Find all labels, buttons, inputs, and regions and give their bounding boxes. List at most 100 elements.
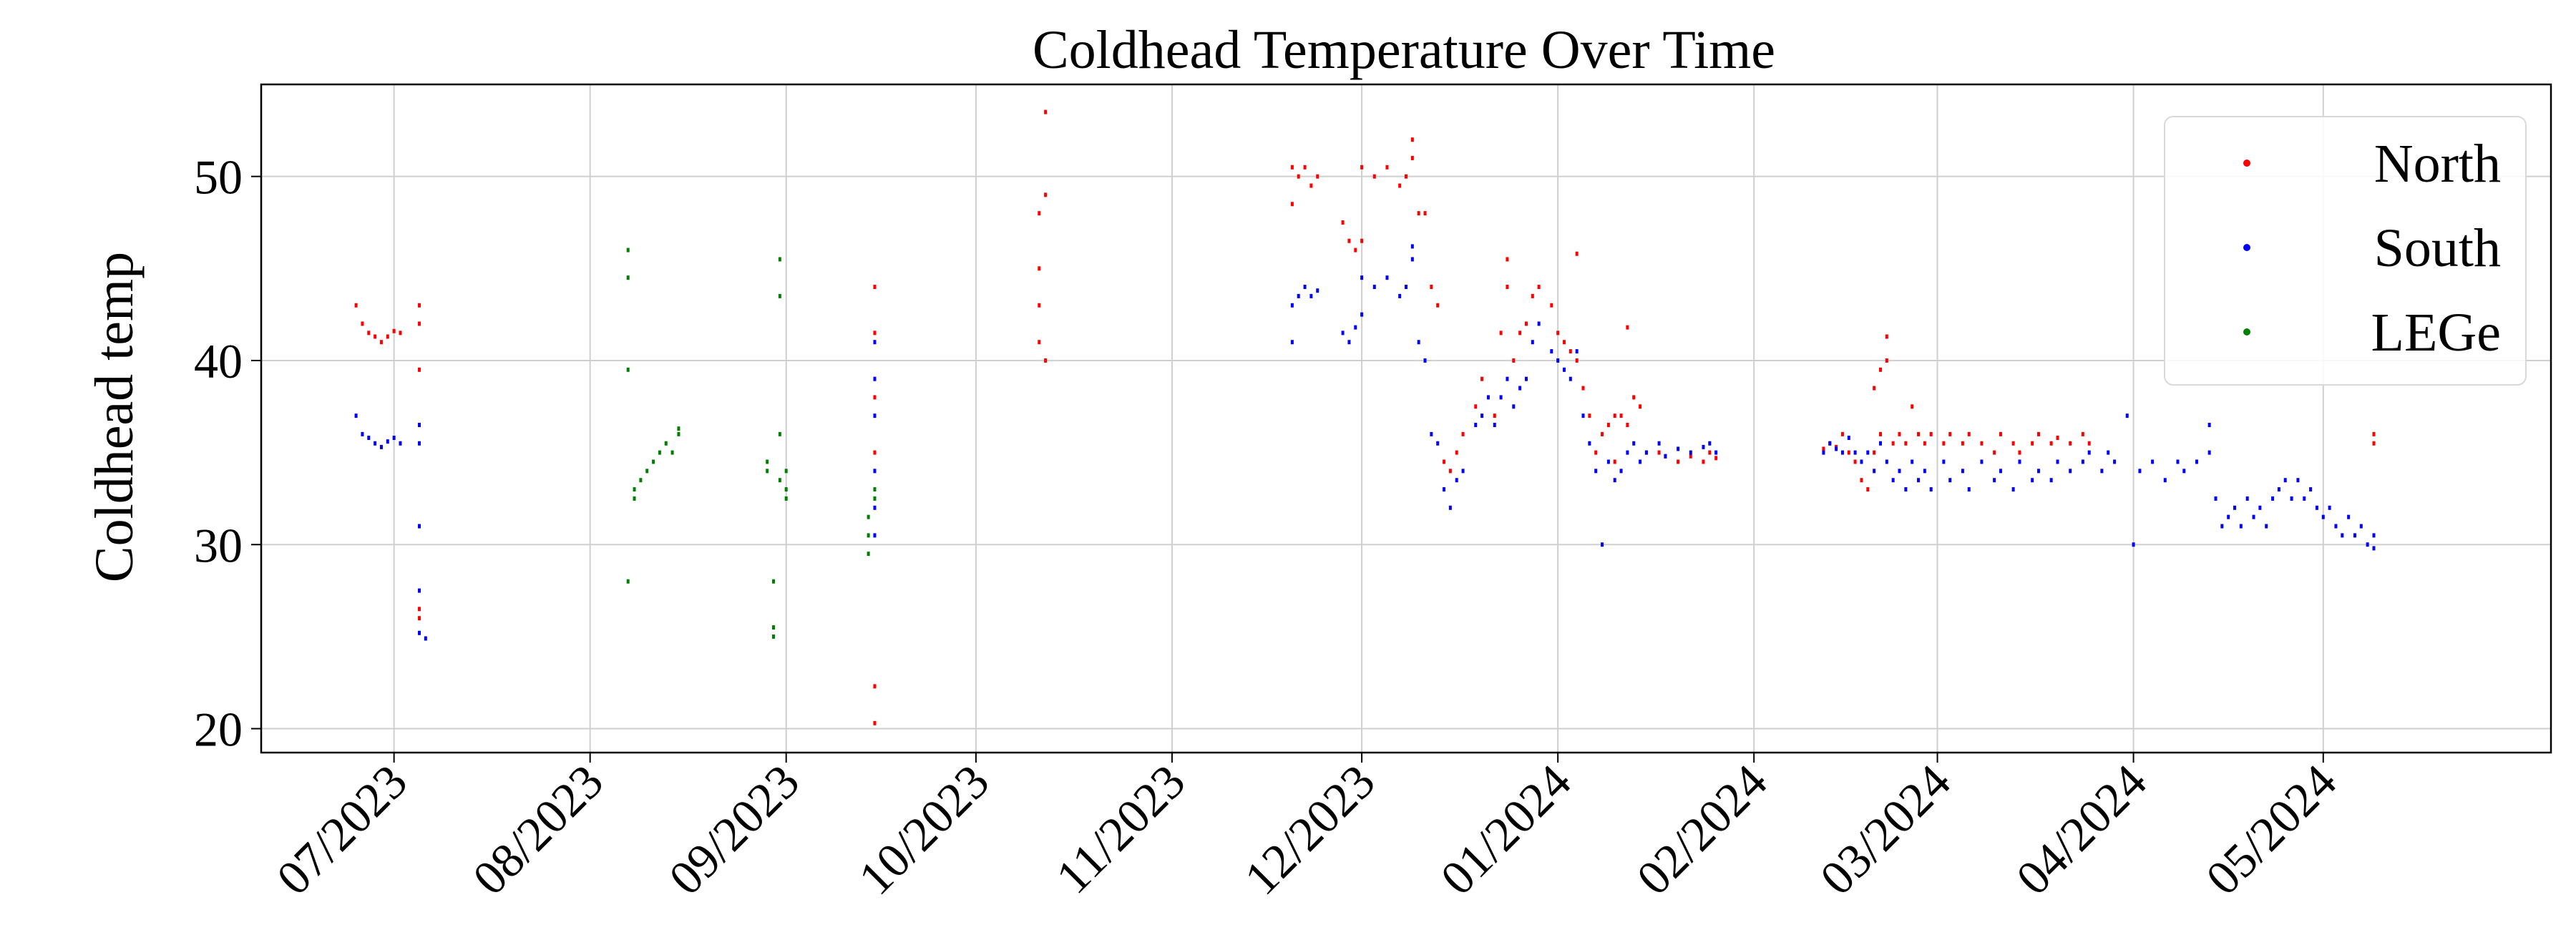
data-point bbox=[2227, 514, 2230, 519]
data-point bbox=[1410, 137, 1414, 142]
data-point bbox=[867, 533, 870, 538]
data-point bbox=[2081, 431, 2084, 436]
data-point bbox=[1372, 285, 1376, 290]
data-point bbox=[1581, 413, 1585, 418]
data-point bbox=[1044, 109, 1048, 114]
data-point bbox=[1038, 211, 1041, 216]
legend: North South LEGe bbox=[2164, 116, 2527, 386]
legend-marker bbox=[2243, 244, 2250, 251]
data-point bbox=[1828, 441, 1832, 446]
data-point bbox=[2182, 469, 2186, 474]
data-point bbox=[417, 630, 421, 635]
data-point bbox=[2341, 533, 2344, 538]
data-point bbox=[379, 444, 383, 449]
data-point bbox=[2214, 496, 2218, 501]
data-point bbox=[873, 285, 877, 290]
data-point bbox=[873, 720, 877, 725]
data-point bbox=[873, 395, 877, 400]
data-point bbox=[1309, 183, 1313, 188]
data-point bbox=[1891, 478, 1895, 483]
data-point bbox=[1657, 441, 1661, 446]
y-tick-label: 30 bbox=[194, 518, 243, 572]
data-point bbox=[1443, 459, 1446, 464]
data-point bbox=[417, 607, 421, 612]
data-point bbox=[626, 248, 630, 253]
data-point bbox=[1297, 174, 1300, 179]
data-point bbox=[2018, 459, 2021, 464]
data-point bbox=[1993, 478, 1996, 483]
data-point bbox=[1385, 275, 1389, 280]
data-point bbox=[1923, 469, 1926, 474]
data-point bbox=[1568, 349, 1572, 354]
data-point bbox=[2321, 514, 2325, 519]
series-lege bbox=[626, 248, 877, 639]
y-axis-label: Coldhead temp bbox=[84, 252, 145, 582]
data-point bbox=[2100, 469, 2104, 474]
data-point bbox=[1840, 431, 1844, 436]
data-point bbox=[1917, 431, 1921, 436]
data-point bbox=[1562, 340, 1566, 345]
data-point bbox=[1568, 376, 1572, 381]
data-point bbox=[1556, 358, 1560, 363]
data-point bbox=[1948, 478, 1952, 483]
data-point bbox=[2132, 542, 2135, 547]
data-point bbox=[1689, 450, 1692, 455]
data-point bbox=[1423, 211, 1427, 216]
data-point bbox=[1942, 441, 1946, 446]
data-point bbox=[2207, 450, 2211, 455]
data-point bbox=[1506, 257, 1509, 262]
data-point bbox=[1385, 165, 1389, 170]
data-point bbox=[626, 275, 630, 280]
data-point bbox=[1626, 325, 1629, 330]
data-point bbox=[1417, 340, 1420, 345]
data-point bbox=[1575, 349, 1579, 354]
data-point bbox=[2372, 546, 2376, 551]
data-point bbox=[784, 469, 788, 474]
data-point bbox=[677, 431, 680, 436]
data-point bbox=[1885, 459, 1888, 464]
data-point bbox=[1474, 404, 1478, 409]
data-point bbox=[873, 496, 877, 501]
data-point bbox=[1341, 331, 1345, 336]
data-point bbox=[1550, 349, 1553, 354]
chart-title: Coldhead Temperature Over Time bbox=[1033, 20, 1775, 80]
y-tick-label: 50 bbox=[194, 150, 243, 205]
data-point bbox=[379, 340, 383, 345]
data-point bbox=[1474, 423, 1478, 428]
data-point bbox=[873, 505, 877, 510]
data-point bbox=[1708, 450, 1712, 455]
data-point bbox=[2125, 413, 2129, 418]
data-point bbox=[873, 413, 877, 418]
data-point bbox=[2207, 423, 2211, 428]
data-point bbox=[1405, 174, 1407, 179]
data-point bbox=[1518, 386, 1522, 391]
data-point bbox=[1853, 459, 1857, 464]
data-point bbox=[1316, 288, 1319, 293]
data-point bbox=[2087, 450, 2091, 455]
data-point bbox=[1714, 456, 1718, 461]
data-point bbox=[1506, 376, 1509, 381]
data-point bbox=[1461, 431, 1465, 436]
data-point bbox=[2245, 496, 2249, 501]
data-point bbox=[626, 579, 630, 584]
data-point bbox=[1860, 459, 1863, 464]
data-point bbox=[778, 293, 781, 298]
data-point bbox=[2296, 478, 2300, 483]
data-point bbox=[1677, 459, 1680, 464]
data-point bbox=[1822, 446, 1825, 451]
y-tick-label: 20 bbox=[194, 703, 243, 757]
data-point bbox=[2290, 496, 2293, 501]
data-point bbox=[1702, 459, 1705, 464]
data-point bbox=[1644, 450, 1648, 455]
data-point bbox=[2163, 478, 2167, 483]
data-point bbox=[2328, 505, 2331, 510]
data-point bbox=[1410, 257, 1414, 262]
data-point bbox=[639, 478, 643, 483]
data-point bbox=[1626, 423, 1629, 428]
data-point bbox=[867, 514, 870, 519]
data-point bbox=[1290, 340, 1294, 345]
data-point bbox=[2151, 459, 2155, 464]
data-point bbox=[1436, 303, 1440, 308]
data-point bbox=[1455, 478, 1458, 483]
data-point bbox=[1898, 469, 1901, 474]
